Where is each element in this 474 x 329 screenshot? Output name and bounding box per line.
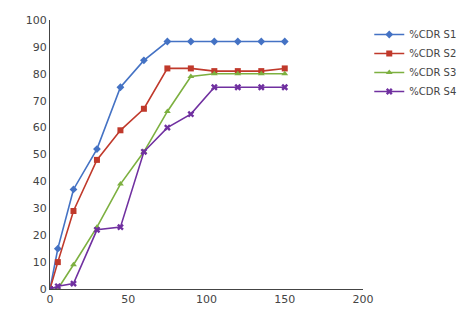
svg-text:0: 0	[47, 293, 54, 306]
svg-text:50: 50	[121, 293, 135, 306]
svg-text:80: 80	[33, 68, 47, 81]
svg-text:%CDR S2: %CDR S2	[409, 48, 456, 59]
svg-text:100: 100	[26, 14, 47, 27]
svg-text:50: 50	[33, 148, 47, 161]
svg-text:10: 10	[33, 256, 47, 269]
svg-text:100: 100	[196, 293, 217, 306]
svg-text:0: 0	[40, 283, 47, 296]
svg-text:%CDR S4: %CDR S4	[409, 86, 456, 97]
svg-text:200: 200	[353, 293, 374, 306]
svg-text:40: 40	[33, 175, 47, 188]
svg-text:60: 60	[33, 121, 47, 134]
svg-text:150: 150	[274, 293, 295, 306]
svg-text:90: 90	[33, 41, 47, 54]
svg-text:30: 30	[33, 202, 47, 215]
svg-text:70: 70	[33, 95, 47, 108]
svg-text:20: 20	[33, 229, 47, 242]
svg-text:%CDR S3: %CDR S3	[409, 67, 456, 78]
svg-text:%CDR S1: %CDR S1	[409, 29, 456, 40]
